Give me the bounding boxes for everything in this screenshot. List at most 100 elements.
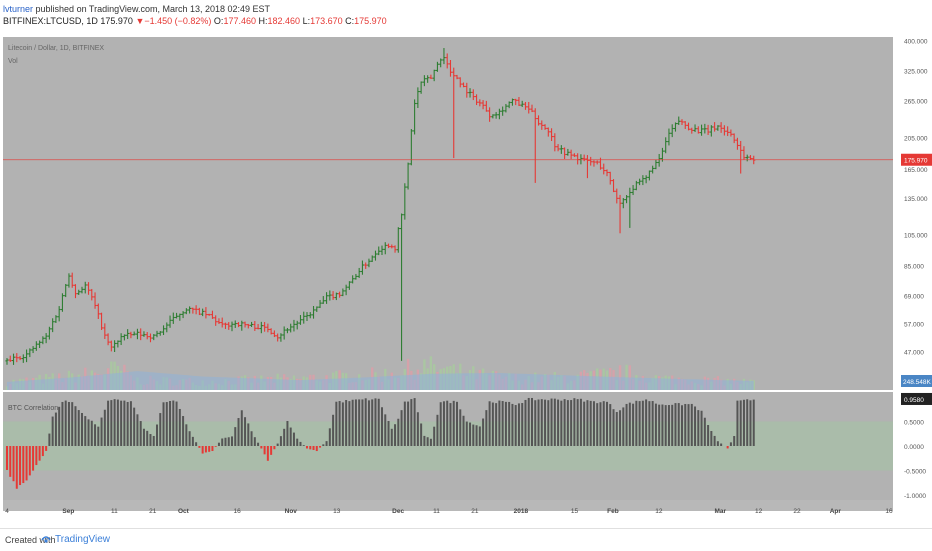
correlation-bar <box>250 431 253 446</box>
correlation-bar <box>681 405 683 446</box>
correlation-bar <box>22 446 25 484</box>
correlation-bar <box>622 407 625 446</box>
correlation-bar <box>501 401 504 446</box>
correlation-bar <box>253 437 256 446</box>
correlation-bar <box>390 428 393 446</box>
correlation-bar <box>263 446 266 455</box>
correlation-bar <box>6 446 8 470</box>
low-value: 173.670 <box>310 16 343 26</box>
correlation-bar <box>15 446 18 489</box>
correlation-bar <box>573 398 576 446</box>
correlation-bar <box>612 409 615 446</box>
correlation-bar <box>504 401 507 446</box>
volume-title: Vol <box>8 58 18 65</box>
indicator-axis-tick: -0.5000 <box>904 469 926 476</box>
correlation-bar <box>195 442 198 446</box>
correlation-bar <box>149 434 152 446</box>
correlation-bar <box>726 446 729 449</box>
correlation-bar <box>231 436 233 446</box>
correlation-bar <box>240 410 243 446</box>
correlation-bar <box>511 403 514 446</box>
correlation-bar <box>384 414 387 446</box>
correlation-bar <box>266 446 269 461</box>
correlation-bar <box>191 436 194 446</box>
correlation-bar <box>322 444 325 446</box>
correlation-bar <box>641 400 644 446</box>
correlation-bar <box>94 424 97 446</box>
correlation-bar <box>19 446 22 486</box>
x-axis-tick: 22 <box>793 508 801 515</box>
x-axis-tick: Apr <box>830 508 842 515</box>
correlation-bar <box>403 401 406 446</box>
publisher-link[interactable]: lvturner <box>3 4 34 14</box>
correlation-bar <box>54 412 57 446</box>
x-axis-tick: 11 <box>111 508 118 515</box>
correlation-bar <box>433 426 436 446</box>
open-value: 177.460 <box>223 16 256 26</box>
created-with-text: Created with <box>5 535 56 545</box>
correlation-bar <box>716 441 719 446</box>
indicator-axis-tick: 0.5000 <box>904 419 924 426</box>
correlation-bar <box>407 401 410 446</box>
x-axis-tick: Nov <box>285 508 298 515</box>
correlation-bar <box>557 399 560 446</box>
price-axis-tick: 105.000 <box>904 233 928 240</box>
correlation-bar <box>446 400 449 446</box>
x-axis-tick: 12 <box>755 508 763 515</box>
correlation-bar <box>348 401 351 446</box>
correlation-bar <box>345 400 348 446</box>
correlation-bar <box>221 438 224 446</box>
volume-bar <box>429 356 433 390</box>
correlation-bar <box>599 402 602 446</box>
correlation-bar <box>367 400 370 446</box>
close-label: C: <box>345 16 355 26</box>
correlation-bar <box>742 399 745 446</box>
correlation-bar <box>707 425 710 446</box>
price-axis-tick: 85.000 <box>904 263 924 270</box>
correlation-bar <box>146 430 149 446</box>
last-price-label-bg <box>901 153 932 166</box>
correlation-bar <box>749 400 752 446</box>
correlation-bar <box>452 400 455 446</box>
correlation-bar <box>465 421 468 446</box>
correlation-bar <box>671 404 674 446</box>
correlation-bar <box>514 405 517 446</box>
correlation-bar <box>592 401 595 446</box>
correlation-bar <box>103 409 106 446</box>
correlation-bar <box>658 404 661 446</box>
price-axis-tick: 325.000 <box>904 69 928 76</box>
x-axis-tick: 21 <box>149 508 157 515</box>
correlation-bar <box>456 401 458 446</box>
correlation-bar <box>498 400 501 446</box>
correlation-bar <box>51 416 54 446</box>
correlation-bar <box>217 442 220 446</box>
close-value: 175.970 <box>354 16 387 26</box>
volume-ma-area <box>7 371 754 390</box>
correlation-bar <box>133 407 136 446</box>
correlation-bar <box>733 436 736 446</box>
correlation-bar <box>700 410 703 446</box>
price-axis-tick: 47.000 <box>904 349 924 356</box>
correlation-bar <box>71 402 74 446</box>
correlation-bar <box>32 446 35 471</box>
correlation-bar <box>488 401 491 446</box>
correlation-bar <box>87 419 90 446</box>
correlation-bar <box>260 446 263 449</box>
correlation-bar <box>198 446 201 448</box>
correlation-bar <box>429 438 432 446</box>
x-axis-tick: 16 <box>885 508 893 515</box>
x-axis-tick: 13 <box>333 508 341 515</box>
correlation-bar <box>237 418 240 446</box>
publish-info: lvturner published on TradingView.com, M… <box>3 4 270 14</box>
correlation-bar <box>449 403 452 446</box>
correlation-bar <box>45 446 48 451</box>
correlation-bar <box>12 446 15 482</box>
tradingview-brand[interactable]: TradingView <box>55 534 111 545</box>
correlation-bar <box>354 399 357 446</box>
last-price: 175.970 <box>100 16 133 26</box>
chart-svg[interactable]: 400.000 325.000 265.000 205.000 165.000 135.0… <box>0 0 932 528</box>
indicator-last-bg <box>901 392 932 405</box>
correlation-bar <box>335 401 338 446</box>
x-axis-tick: 16 <box>233 508 241 515</box>
